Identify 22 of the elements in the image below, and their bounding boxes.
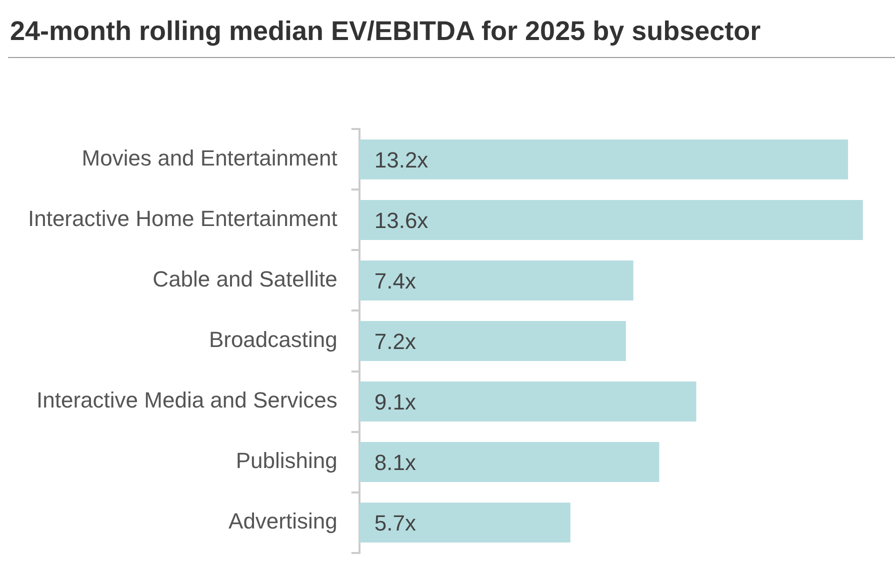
y-tick-label: Interactive Media and Services xyxy=(36,388,338,413)
bar xyxy=(359,260,634,300)
y-tick-label: Broadcasting xyxy=(208,327,338,352)
data-label: 13.2x xyxy=(374,148,428,173)
bar xyxy=(359,139,848,180)
bar xyxy=(359,382,696,422)
data-label: 7.4x xyxy=(374,268,416,294)
data-label: 13.6x xyxy=(374,208,428,234)
y-tick-label: Cable and Satellite xyxy=(152,266,338,292)
data-label: 7.2x xyxy=(374,329,416,354)
data-label: 5.7x xyxy=(374,510,416,536)
bar xyxy=(359,200,863,240)
y-tick-label: Movies and Entertainment xyxy=(82,146,338,171)
bar xyxy=(359,502,570,543)
bar xyxy=(359,442,660,482)
data-label: 8.1x xyxy=(374,450,416,476)
y-tick-label: Publishing xyxy=(236,448,338,474)
chart-title: 24-month rolling median EV/EBITDA for 2025 by subsector xyxy=(8,8,895,58)
data-label: 9.1x xyxy=(374,390,416,415)
bar xyxy=(359,321,626,361)
y-tick-label: Advertising xyxy=(228,508,338,534)
y-tick-label: Interactive Home Entertainment xyxy=(28,206,338,232)
